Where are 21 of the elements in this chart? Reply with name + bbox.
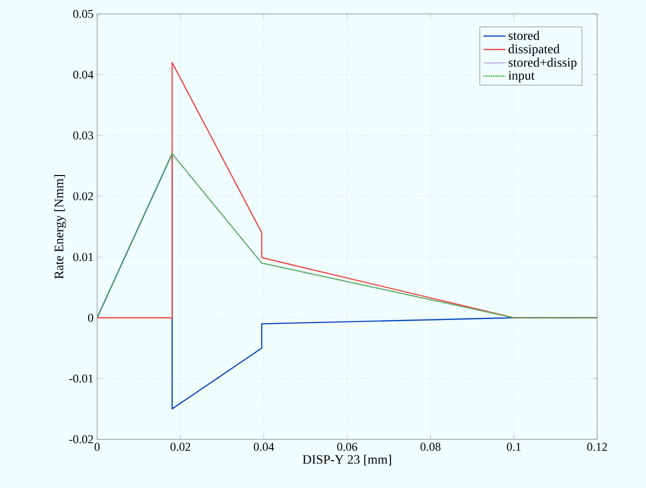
y-tick-label: 0.04 [73,70,94,79]
x-tick-label: 0.02 [170,442,190,451]
legend-label: stored [508,30,540,40]
legend-label: dissipated [508,44,560,56]
y-tick-label: 0 [88,314,94,322]
y-tick-label: 0.02 [73,192,93,200]
x-tick-label: 0.04 [254,442,274,451]
legend-label: input [508,71,535,82]
y-axis-title: Rate Energy [Nmm] [54,174,66,279]
y-tick-label: 0.01 [73,252,93,261]
x-axis-title: DISP-Y 23 [mm] [302,454,392,466]
legend-label: stored+dissip [508,58,577,70]
x-tick-label: 0.08 [420,442,440,451]
x-tick-label: 0.1 [506,442,521,451]
x-tick-label: 0 [94,442,100,451]
y-tick-label: 0.05 [73,10,94,18]
x-tick-label: 0.06 [337,442,358,451]
y-tick-label: -0.02 [69,435,93,444]
y-tick-label: -0.01 [69,374,93,383]
y-tick-label: 0.03 [73,131,94,140]
x-tick-label: 0.12 [587,442,607,451]
